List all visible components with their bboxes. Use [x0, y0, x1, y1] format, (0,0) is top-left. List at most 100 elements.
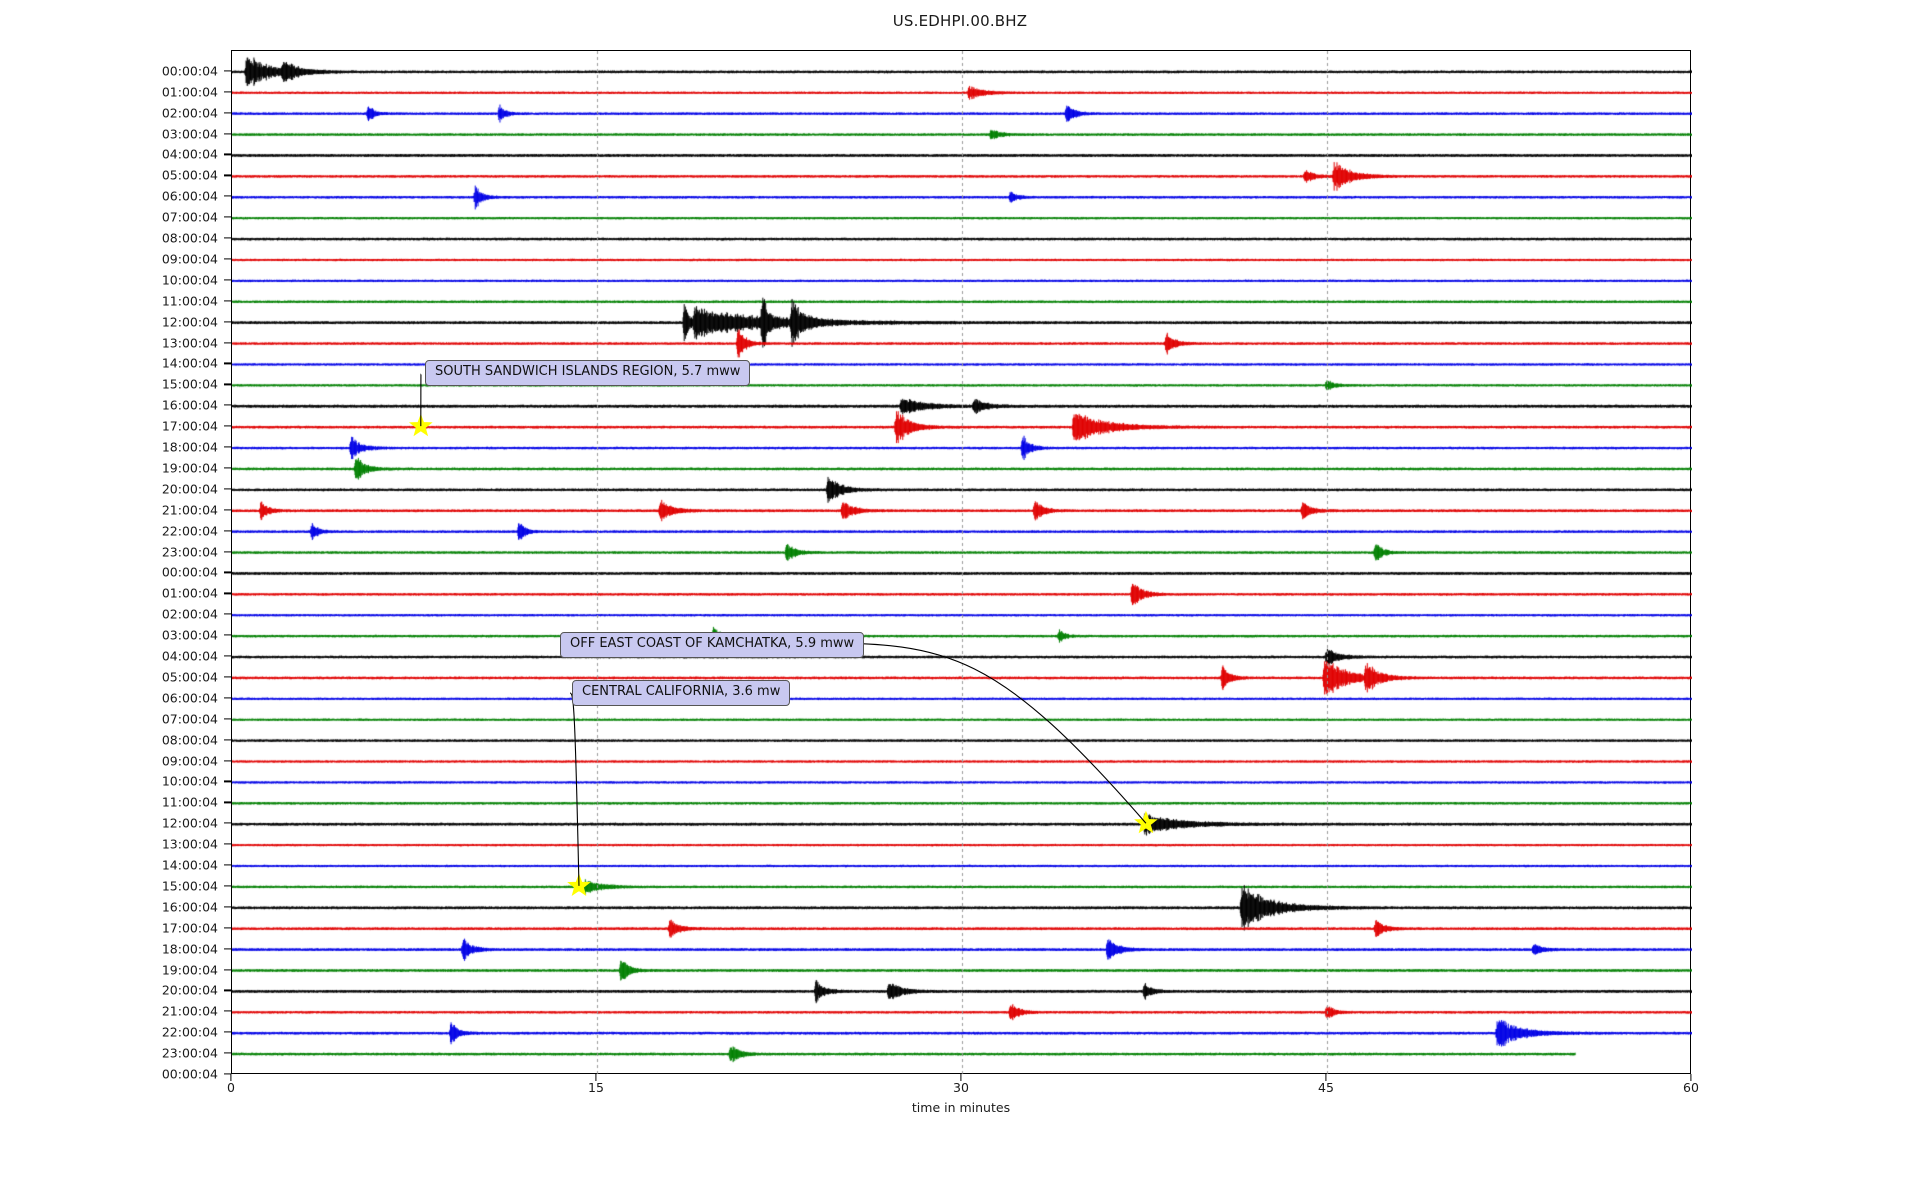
- y-axis-tick-mark: [224, 1031, 231, 1033]
- y-axis-tick-label: 15:00:04: [161, 878, 218, 894]
- x-axis-label: time in minutes: [911, 1100, 1011, 1115]
- page-title: US.EDHPI.00.BHZ: [892, 12, 1028, 30]
- y-axis-tick-mark: [224, 153, 231, 156]
- y-axis-tick-mark: [224, 362, 231, 365]
- y-axis-tick-label: 10:00:04: [161, 272, 218, 288]
- y-axis-tick-mark: [224, 759, 231, 762]
- x-axis-tick-mark: [230, 1074, 232, 1081]
- y-axis-tick-label: 17:00:04: [161, 920, 218, 936]
- y-axis-tick-label: 09:00:04: [161, 251, 218, 267]
- y-axis-tick-label: 22:00:04: [161, 523, 218, 539]
- x-axis-tick-label: 30: [953, 1080, 969, 1095]
- y-axis-tick-mark: [224, 655, 231, 657]
- y-axis-tick-mark: [224, 404, 231, 406]
- y-axis-tick-label: 03:00:04: [161, 627, 218, 643]
- y-axis-tick-mark: [224, 1052, 231, 1054]
- y-axis-tick-label: 05:00:04: [161, 669, 218, 685]
- y-axis-tick-mark: [224, 1010, 231, 1012]
- y-axis-tick-mark: [224, 509, 231, 511]
- y-axis-tick-label: 16:00:04: [161, 899, 218, 915]
- y-axis-tick-mark: [224, 843, 231, 845]
- x-axis-tick-mark: [1325, 1074, 1327, 1081]
- y-axis-tick-mark: [224, 718, 231, 720]
- y-axis-tick-label: 00:00:04: [161, 63, 218, 79]
- earthquake-annotation-label[interactable]: OFF EAST COAST OF KAMCHATKA, 5.9 mww: [560, 632, 865, 658]
- y-axis-tick-label: 12:00:04: [161, 815, 218, 831]
- y-axis-tick-mark: [224, 634, 231, 636]
- y-axis-tick-mark: [224, 341, 231, 344]
- y-axis-tick-label: 20:00:04: [161, 481, 218, 497]
- y-axis-tick-label: 08:00:04: [161, 732, 218, 748]
- y-axis-tick-mark: [224, 780, 231, 783]
- y-axis-tick-label: 04:00:04: [161, 146, 218, 162]
- y-axis-tick-mark: [224, 613, 231, 615]
- y-axis-tick-mark: [224, 91, 231, 93]
- y-axis-tick-label: 18:00:04: [161, 941, 218, 957]
- y-axis-tick-label: 20:00:04: [161, 982, 218, 998]
- y-axis-tick-label: 17:00:04: [161, 418, 218, 434]
- earthquake-annotation-label[interactable]: SOUTH SANDWICH ISLANDS REGION, 5.7 mww: [425, 360, 751, 386]
- y-axis-tick-label: 07:00:04: [161, 711, 218, 727]
- y-axis-tick-label: 22:00:04: [161, 1024, 218, 1040]
- y-axis-tick-label: 19:00:04: [161, 962, 218, 977]
- y-axis-tick-label: 13:00:04: [161, 836, 218, 852]
- y-axis-tick-label: 04:00:04: [161, 648, 218, 664]
- y-axis-tick-label: 10:00:04: [161, 773, 218, 789]
- y-axis-tick-mark: [224, 550, 231, 553]
- y-axis-tick-label: 00:00:04: [161, 564, 218, 580]
- y-axis-tick-label: 07:00:04: [161, 209, 218, 225]
- y-axis-tick-label: 09:00:04: [161, 753, 218, 769]
- y-axis-tick-label: 06:00:04: [161, 188, 218, 204]
- y-axis-tick-label: 23:00:04: [161, 544, 218, 560]
- y-axis-tick-mark: [224, 697, 231, 699]
- y-axis-tick-mark: [224, 488, 231, 490]
- x-axis-tick-label: 60: [1683, 1080, 1699, 1095]
- y-axis-tick-mark: [224, 1073, 231, 1075]
- y-axis-tick-mark: [224, 801, 231, 803]
- y-axis-tick-label: 12:00:04: [161, 314, 218, 330]
- y-axis-tick-label: 21:00:04: [161, 502, 218, 518]
- earthquake-annotation-label[interactable]: CENTRAL CALIFORNIA, 3.6 mw: [572, 680, 791, 706]
- seismogram-traces: [232, 51, 1692, 1075]
- x-axis-tick-mark: [1690, 1074, 1692, 1081]
- x-axis-tick-mark: [595, 1074, 597, 1081]
- y-axis-tick-label: 01:00:04: [161, 84, 218, 100]
- y-axis-tick-label: 23:00:04: [161, 1045, 218, 1061]
- y-axis-tick-mark: [224, 237, 231, 239]
- y-axis-tick-label: 00:00:04: [161, 1066, 218, 1082]
- y-axis-tick-mark: [224, 864, 231, 866]
- y-axis-tick-mark: [224, 300, 231, 302]
- y-axis-tick-label: 13:00:04: [161, 335, 218, 351]
- y-axis-tick-label: 19:00:04: [161, 460, 218, 476]
- y-axis-tick-label: 16:00:04: [161, 397, 218, 413]
- x-axis-tick-label: 45: [1318, 1080, 1334, 1095]
- y-axis-tick-label: 11:00:04: [161, 794, 218, 810]
- x-axis-tick-label: 0: [227, 1080, 235, 1095]
- y-axis-tick-mark: [224, 425, 231, 427]
- y-axis-tick-mark: [224, 676, 231, 678]
- y-axis-tick-mark: [224, 739, 231, 741]
- y-axis-tick-mark: [224, 112, 231, 114]
- y-axis-tick-mark: [224, 906, 231, 908]
- y-axis-tick-label: 02:00:04: [161, 105, 218, 121]
- y-axis-tick-mark: [224, 216, 231, 218]
- y-axis-tick-label: 15:00:04: [161, 376, 218, 392]
- y-axis-tick-mark: [224, 70, 231, 72]
- y-axis-tick-label: 14:00:04: [161, 857, 218, 873]
- y-axis-tick-mark: [224, 592, 231, 594]
- x-axis-tick-mark: [960, 1074, 962, 1081]
- y-axis-tick-label: 03:00:04: [161, 126, 218, 142]
- y-axis-tick-label: 21:00:04: [161, 1003, 218, 1019]
- y-axis-tick-mark: [224, 321, 231, 323]
- y-axis-tick-label: 08:00:04: [161, 230, 218, 246]
- y-axis-tick-mark: [224, 446, 231, 448]
- y-axis-tick-mark: [224, 279, 231, 281]
- y-axis-tick-mark: [224, 948, 231, 950]
- y-axis-tick-mark: [224, 195, 231, 197]
- y-axis-tick-mark: [224, 132, 231, 135]
- x-axis-tick-label: 15: [588, 1080, 604, 1095]
- y-axis-tick-mark: [224, 258, 231, 260]
- y-axis-tick-mark: [224, 467, 231, 469]
- y-axis-tick-mark: [224, 885, 231, 887]
